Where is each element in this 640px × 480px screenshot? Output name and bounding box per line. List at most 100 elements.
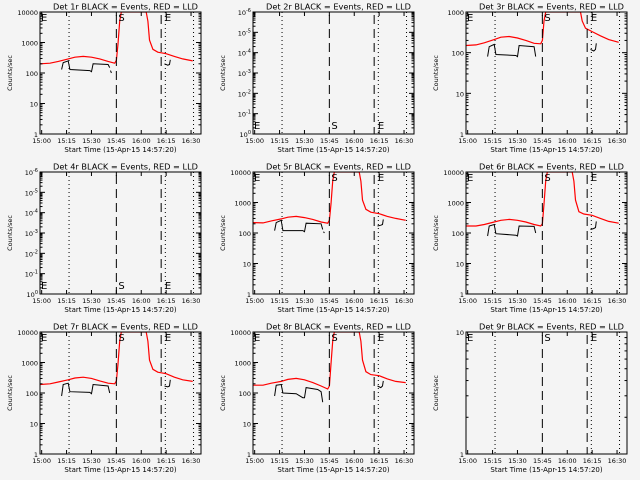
x-tick-label: 15:45 xyxy=(320,457,339,465)
x-tick-label: 16:15 xyxy=(583,457,602,465)
y-tick-label: 10-1 xyxy=(25,270,38,279)
event-marker-e: E xyxy=(378,121,384,132)
plot-frame xyxy=(39,171,202,295)
panel-title: Det 7r BLACK = Events, RED = LLD xyxy=(53,322,198,332)
x-tick-label: 15:00 xyxy=(245,137,264,145)
panel-title: Det 3r BLACK = Events, RED = LLD xyxy=(479,2,624,12)
x-tick-label: 16:00 xyxy=(345,457,364,465)
event-marker-e: E xyxy=(254,333,260,344)
x-tick-label: 15:45 xyxy=(320,297,339,305)
y-tick-label: 10 xyxy=(456,90,464,98)
series-lld-line xyxy=(253,332,406,390)
series-events-segment xyxy=(323,231,325,234)
series-events-segment xyxy=(487,43,537,58)
plot-frame xyxy=(465,331,628,455)
y-tick-label: 100 xyxy=(239,230,251,238)
event-marker-e: E xyxy=(165,333,171,344)
x-tick-label: 16:15 xyxy=(370,457,389,465)
x-tick-label: 15:45 xyxy=(107,137,126,145)
event-marker-s: S xyxy=(331,333,337,344)
x-tick-label: 16:00 xyxy=(345,137,364,145)
plot-frame xyxy=(252,11,415,135)
panel-title: Det 1r BLACK = Events, RED = LLD xyxy=(53,2,198,12)
plot-frame xyxy=(39,331,202,455)
event-marker-e: E xyxy=(467,333,473,344)
y-tick-label: 10000 xyxy=(17,9,38,17)
x-tick-label: 15:00 xyxy=(32,137,51,145)
y-axis-label: Counts/sec xyxy=(432,375,440,411)
panel-title: Det 2r BLACK = Events, RED = LLD xyxy=(266,2,411,12)
series-events-segment xyxy=(274,219,324,233)
series-events-segment xyxy=(61,60,111,73)
y-tick-label: 100 xyxy=(26,70,38,78)
panel-title: Det 4r BLACK = Events, RED = LLD xyxy=(53,162,198,172)
x-tick-label: 16:15 xyxy=(157,137,176,145)
x-tick-label: 15:30 xyxy=(508,457,527,465)
panel-title: Det 9r BLACK = Events, RED = LLD xyxy=(479,322,624,332)
x-tick-label: 15:15 xyxy=(270,137,289,145)
x-tick-label: 16:00 xyxy=(345,297,364,305)
x-tick-label: 15:00 xyxy=(245,457,264,465)
x-tick-label: 15:15 xyxy=(270,457,289,465)
y-tick-label: 1000 xyxy=(21,40,38,48)
y-tick-label: 1 xyxy=(247,451,251,459)
x-tick-label: 16:30 xyxy=(182,457,201,465)
x-tick-label: 15:45 xyxy=(107,457,126,465)
x-tick-label: 15:30 xyxy=(82,137,101,145)
y-tick-label: 1 xyxy=(247,291,251,299)
x-tick-label: 15:45 xyxy=(533,297,552,305)
x-tick-label: 15:30 xyxy=(295,457,314,465)
detector-panel-2: Det 2r BLACK = Events, RED = LLD E S E 15:00… xyxy=(219,2,415,154)
y-axis-label: Counts/sec xyxy=(432,215,440,251)
x-tick-label: 15:15 xyxy=(483,297,502,305)
y-tick-label: 1 xyxy=(34,451,38,459)
x-axis-label: Start Time (15-Apr-15 14:57:20) xyxy=(64,306,176,314)
event-marker-s: S xyxy=(118,333,124,344)
x-tick-label: 16:15 xyxy=(583,297,602,305)
x-tick-label: 16:00 xyxy=(558,297,577,305)
x-tick-label: 15:30 xyxy=(295,297,314,305)
y-tick-label: 1 xyxy=(460,131,464,139)
x-tick-label: 16:30 xyxy=(182,297,201,305)
x-tick-label: 15:15 xyxy=(270,297,289,305)
series-lld-line xyxy=(253,172,406,224)
y-tick-label: 10-4 xyxy=(25,209,38,218)
x-tick-label: 16:30 xyxy=(608,297,627,305)
x-tick-label: 15:15 xyxy=(57,457,76,465)
event-marker-e: E xyxy=(591,333,597,344)
series-events-segment xyxy=(61,382,111,397)
series-lld-line xyxy=(466,172,619,227)
x-tick-label: 16:15 xyxy=(583,137,602,145)
y-tick-label: 100 xyxy=(239,390,251,398)
event-marker-e: E xyxy=(254,173,260,184)
y-tick-label: 10 xyxy=(456,329,464,337)
y-tick-label: 1 xyxy=(460,291,464,299)
series-events-segment xyxy=(377,380,384,389)
series-events-segment xyxy=(377,219,384,227)
x-tick-label: 15:00 xyxy=(245,297,264,305)
event-marker-s: S xyxy=(544,13,550,24)
event-marker-e: E xyxy=(41,13,47,24)
plot-frame xyxy=(39,11,202,135)
y-tick-label: 10-5 xyxy=(25,188,38,197)
y-axis-label: Counts/sec xyxy=(6,215,14,251)
x-axis-label: Start Time (15-Apr-15 14:57:20) xyxy=(490,306,602,314)
series-lld-line xyxy=(466,12,619,47)
y-tick-label: 10 xyxy=(456,261,464,269)
x-tick-label: 16:15 xyxy=(370,297,389,305)
plot-frame xyxy=(252,171,415,295)
x-axis-label: Start Time (15-Apr-15 14:57:20) xyxy=(277,146,389,154)
series-events-segment xyxy=(590,221,597,230)
y-tick-label: 10-5 xyxy=(238,28,251,37)
event-marker-s: S xyxy=(544,333,550,344)
x-tick-label: 15:30 xyxy=(295,137,314,145)
y-tick-label: 10 xyxy=(30,421,38,429)
series-events-segment xyxy=(164,379,171,388)
y-tick-label: 10000 xyxy=(230,329,251,337)
event-marker-e: E xyxy=(254,121,260,132)
event-marker-s: S xyxy=(331,121,337,132)
